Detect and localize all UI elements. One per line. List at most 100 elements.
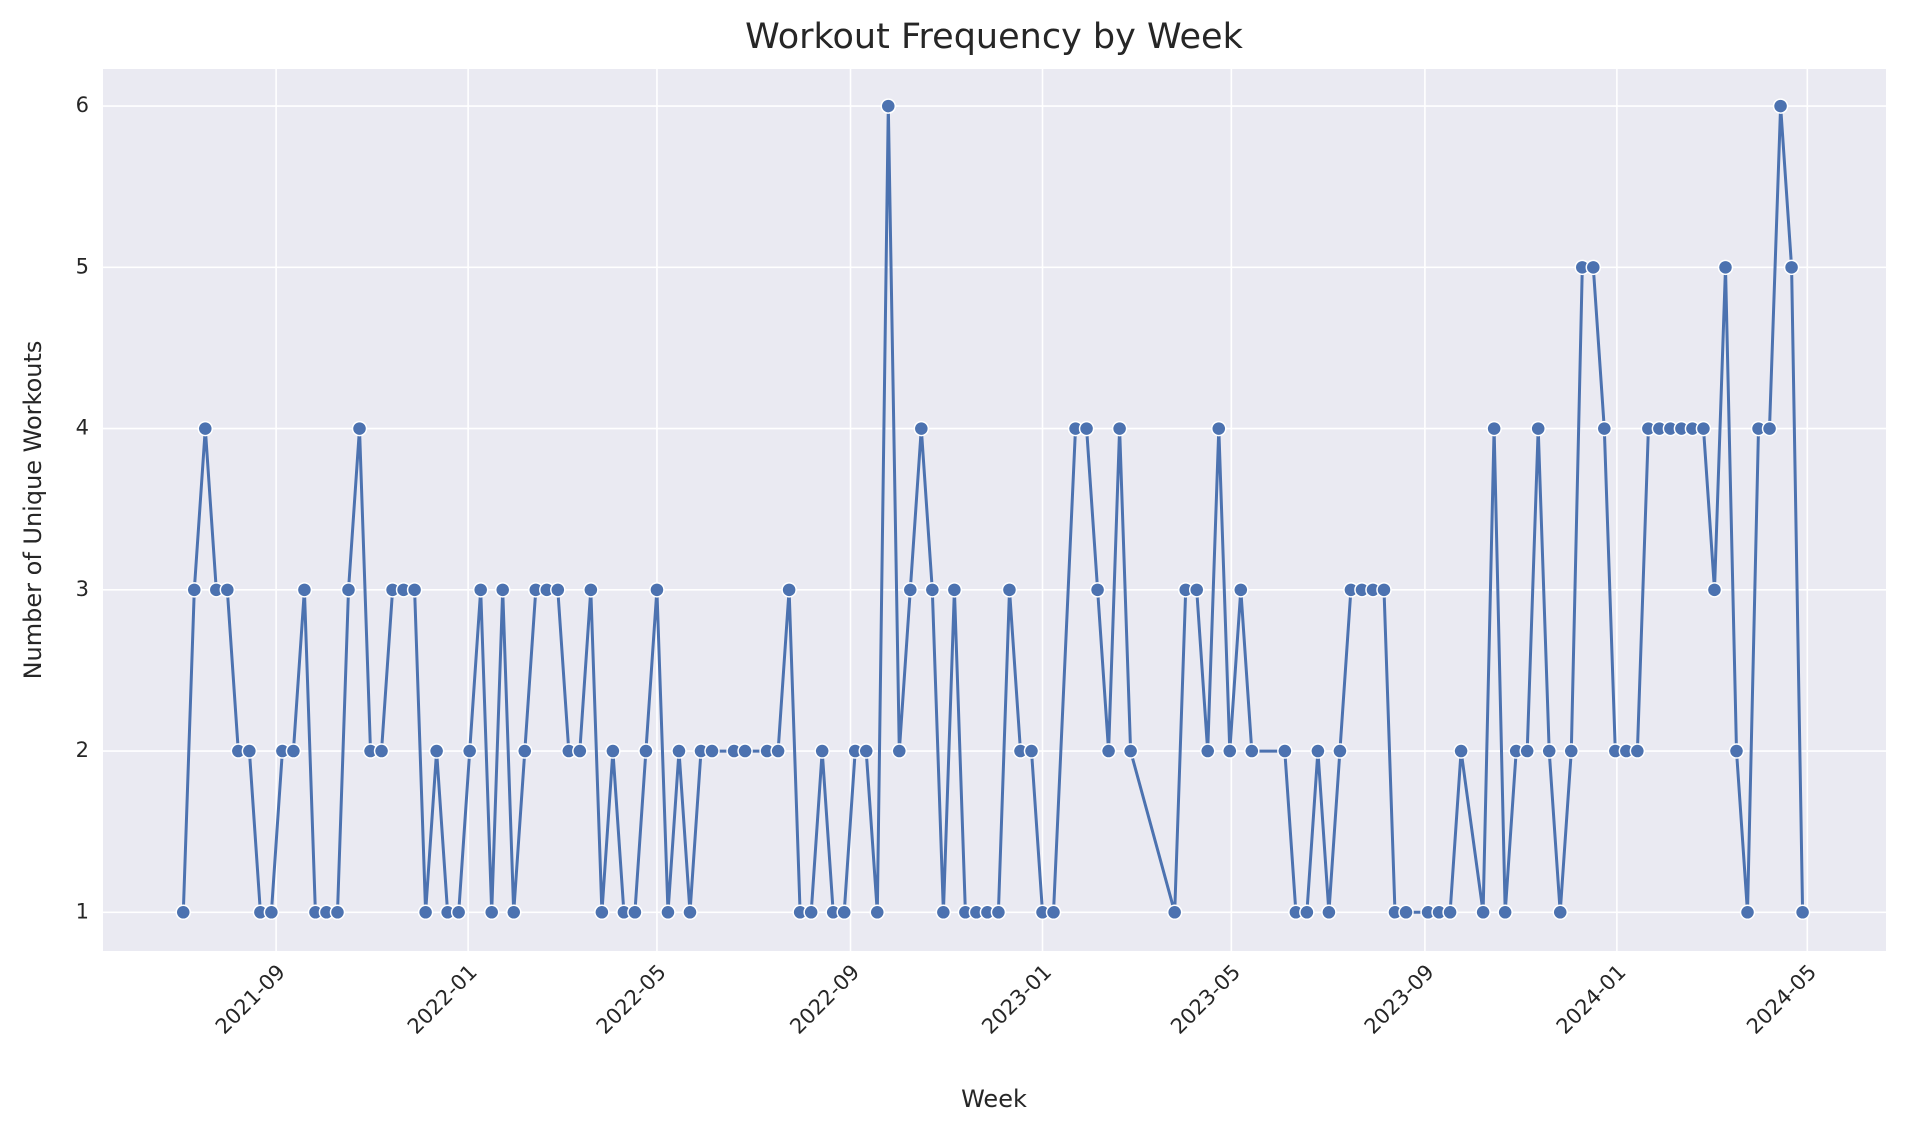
data-point xyxy=(285,743,302,759)
data-point xyxy=(1199,743,1216,759)
data-point xyxy=(660,904,676,921)
data-point xyxy=(638,743,654,759)
data-point xyxy=(1211,420,1227,437)
data-point xyxy=(461,743,478,759)
data-point xyxy=(1233,582,1249,598)
data-point xyxy=(351,420,368,437)
x-tick-label: 2022-01 xyxy=(403,960,482,1039)
data-point xyxy=(1475,904,1491,921)
data-point xyxy=(1001,582,1018,598)
data-point xyxy=(1100,743,1117,759)
data-point xyxy=(781,582,797,598)
data-point xyxy=(329,904,346,921)
data-line xyxy=(181,104,1805,914)
y-axis-label: Number of Unique Workouts xyxy=(19,341,47,680)
data-point xyxy=(263,904,280,921)
y-tick-label: 6 xyxy=(76,93,89,117)
data-point xyxy=(406,582,423,598)
data-point xyxy=(1541,743,1557,759)
data-point xyxy=(1023,743,1040,759)
data-point xyxy=(924,582,941,598)
data-point xyxy=(340,582,357,598)
data-point xyxy=(1299,904,1315,921)
data-point xyxy=(550,582,566,598)
data-point xyxy=(946,582,963,598)
data-point xyxy=(1045,904,1062,921)
data-point xyxy=(1530,420,1546,437)
data-point xyxy=(1453,743,1469,759)
x-tick-label: 2024-01 xyxy=(1552,960,1631,1039)
data-point xyxy=(186,582,203,598)
y-tick-label: 2 xyxy=(76,738,89,762)
data-point xyxy=(428,743,445,759)
data-point xyxy=(1111,420,1128,437)
data-point xyxy=(1188,582,1205,598)
data-point xyxy=(175,904,192,921)
data-point xyxy=(1772,98,1789,114)
data-point xyxy=(1166,904,1183,921)
data-point xyxy=(1695,420,1712,437)
data-point xyxy=(1321,904,1337,921)
data-point xyxy=(737,743,753,759)
data-point xyxy=(1376,582,1392,598)
data-point xyxy=(594,904,610,921)
data-point xyxy=(1552,904,1568,921)
data-point xyxy=(1222,743,1238,759)
x-tick-label: 2022-09 xyxy=(785,960,864,1039)
data-point xyxy=(1717,259,1734,276)
data-point xyxy=(627,904,643,921)
data-point xyxy=(1497,904,1513,921)
x-tick-label: 2021-09 xyxy=(211,960,290,1039)
data-point xyxy=(682,904,698,921)
data-point xyxy=(583,582,599,598)
data-point xyxy=(803,904,819,921)
y-tick-label: 3 xyxy=(76,577,89,601)
data-point xyxy=(197,420,214,437)
x-tick-label: 2022-05 xyxy=(592,960,671,1039)
data-point xyxy=(572,743,588,759)
data-point xyxy=(1794,904,1811,921)
data-point xyxy=(770,743,786,759)
data-point xyxy=(1442,904,1458,921)
data-point xyxy=(1486,420,1502,437)
data-point xyxy=(990,904,1007,921)
data-point xyxy=(1706,582,1723,598)
data-point xyxy=(1563,743,1580,759)
y-tick-label: 5 xyxy=(76,254,89,278)
data-point xyxy=(1739,904,1756,921)
data-point xyxy=(1585,259,1602,276)
data-point xyxy=(1398,904,1414,921)
data-point xyxy=(296,582,313,598)
data-point xyxy=(494,582,511,598)
data-point xyxy=(1596,420,1613,437)
data-point xyxy=(836,904,852,921)
data-point xyxy=(472,582,489,598)
data-point xyxy=(704,743,720,759)
data-point xyxy=(891,743,908,759)
data-point xyxy=(483,904,500,921)
data-point xyxy=(505,904,522,921)
data-point xyxy=(880,98,897,114)
data-point xyxy=(869,904,886,921)
data-point xyxy=(1310,743,1326,759)
data-point xyxy=(241,743,258,759)
data-point xyxy=(1078,420,1095,437)
data-point xyxy=(1728,743,1745,759)
data-point xyxy=(814,743,830,759)
data-point xyxy=(450,904,467,921)
data-point xyxy=(902,582,919,598)
plot-background xyxy=(103,69,1886,951)
data-point xyxy=(1122,743,1139,759)
data-point xyxy=(913,420,930,437)
data-point xyxy=(1089,582,1106,598)
chart-title: Workout Frequency by Week xyxy=(745,17,1243,57)
x-tick-label: 2023-01 xyxy=(977,960,1056,1039)
data-point xyxy=(1783,259,1800,276)
data-point xyxy=(373,743,390,759)
data-point xyxy=(219,582,236,598)
data-point xyxy=(1277,743,1293,759)
x-tick-label: 2024-05 xyxy=(1742,960,1821,1039)
data-point xyxy=(605,743,621,759)
data-point xyxy=(649,582,665,598)
